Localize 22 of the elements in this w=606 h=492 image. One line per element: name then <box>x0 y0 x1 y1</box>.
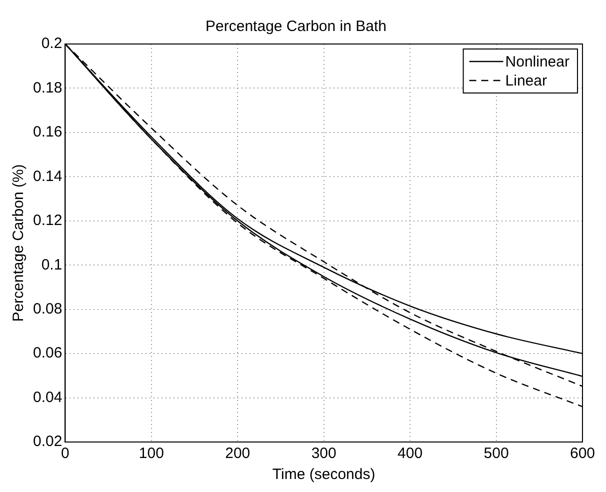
x-tick-label: 200 <box>225 445 250 462</box>
y-tick-label: 0.08 <box>32 300 62 318</box>
x-tick-label: 600 <box>570 445 595 462</box>
x-tick-label: 100 <box>138 445 164 462</box>
y-tick-label: 0.06 <box>32 344 62 362</box>
y-tick-label: 0.18 <box>32 79 62 96</box>
chart-title: Percentage Carbon in Bath <box>206 18 386 36</box>
y-tick-label: 0.2 <box>41 35 62 52</box>
x-axis-title: Time (seconds) <box>272 466 376 484</box>
x-tick-label: 0 <box>61 445 70 462</box>
y-axis-title: Percentage Carbon (%) <box>10 164 28 322</box>
y-tick-label: 0.1 <box>41 256 62 274</box>
x-tick-label: 500 <box>484 445 509 462</box>
x-tick-label: 400 <box>398 445 423 462</box>
y-tick-label: 0.02 <box>32 433 62 450</box>
y-tick-label: 0.12 <box>32 212 62 230</box>
y-tick-label: 0.14 <box>32 168 62 185</box>
y-tick-label: 0.04 <box>32 388 62 406</box>
legend-label: Nonlinear <box>505 54 570 71</box>
legend-label: Linear <box>505 72 547 90</box>
y-tick-label: 0.16 <box>32 124 62 141</box>
x-tick-label: 300 <box>311 445 336 462</box>
